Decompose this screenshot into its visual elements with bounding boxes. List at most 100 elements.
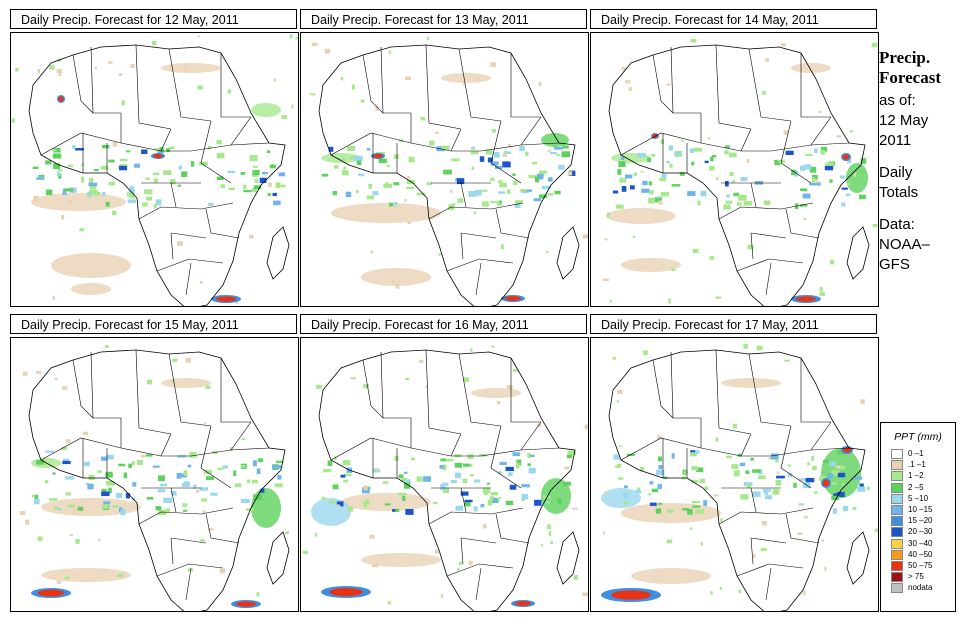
precip-cell	[502, 161, 509, 168]
precip-cell	[206, 476, 214, 481]
country-border	[205, 513, 240, 544]
legend-item: 20 –30	[881, 527, 955, 538]
precip-cell	[473, 211, 477, 215]
precip-cell	[791, 169, 796, 176]
precip-cell	[423, 476, 431, 482]
precip-cell	[38, 174, 45, 177]
precip-cell	[153, 203, 157, 209]
precip-cell	[146, 196, 153, 201]
precip-cell	[49, 65, 55, 70]
country-border	[490, 120, 502, 164]
precip-cell	[336, 501, 344, 507]
precip-cell	[617, 389, 623, 395]
precip-area	[541, 133, 569, 147]
country-border	[750, 232, 787, 239]
precip-cell	[285, 531, 289, 535]
precip-cell	[616, 400, 620, 403]
precip-cell	[170, 179, 176, 185]
precip-cell	[840, 175, 845, 179]
precip-cell	[847, 159, 852, 164]
legend-swatch	[891, 460, 903, 471]
precip-cell	[332, 484, 339, 490]
precip-cell	[220, 184, 225, 188]
precip-cell	[140, 454, 146, 458]
storm-core	[329, 588, 363, 596]
precip-cell	[841, 202, 846, 207]
precip-cell	[802, 590, 806, 596]
precip-cell	[528, 175, 537, 178]
country-border	[90, 46, 121, 114]
country-border	[780, 162, 812, 184]
precip-cell	[506, 385, 513, 390]
precip-cell	[830, 259, 835, 265]
country-border	[170, 182, 177, 208]
precip-cell	[387, 600, 391, 604]
precip-cell	[403, 471, 408, 474]
precip-cell	[363, 384, 369, 389]
precip-cell	[363, 485, 368, 491]
precip-cell	[689, 527, 693, 530]
precip-cell	[439, 465, 444, 469]
precip-cell	[567, 171, 573, 176]
precip-cell	[112, 142, 118, 147]
precip-cell	[61, 446, 68, 450]
precip-cell	[548, 531, 552, 536]
precip-cell	[130, 64, 135, 68]
precip-cell	[207, 145, 212, 150]
precip-cell	[719, 586, 722, 590]
country-border	[220, 53, 251, 118]
precip-cell	[142, 202, 148, 207]
precip-cell	[725, 200, 733, 204]
precip-cell	[813, 491, 818, 494]
country-border	[458, 353, 502, 427]
precip-cell	[489, 497, 493, 502]
storm-core	[842, 154, 850, 160]
precip-cell	[125, 493, 130, 499]
precip-cell	[811, 175, 818, 180]
precip-cell	[470, 151, 479, 155]
precip-cell	[817, 182, 821, 186]
country-border	[460, 487, 467, 513]
precip-cell	[178, 165, 183, 170]
country-border	[230, 116, 252, 146]
country-border	[460, 182, 467, 208]
precip-cell	[679, 171, 685, 176]
country-border	[652, 54, 674, 114]
precip-cell	[548, 177, 553, 182]
precip-cell	[658, 465, 663, 470]
precip-cell	[455, 472, 461, 479]
precip-cell	[426, 182, 433, 185]
precip-cell	[64, 576, 69, 580]
precip-cell	[64, 188, 74, 192]
precip-cell	[807, 462, 810, 466]
precip-cell	[185, 357, 191, 363]
precip-cell	[803, 164, 812, 170]
data-line-2: NOAA–	[879, 236, 930, 253]
precip-cell	[351, 84, 355, 90]
precip-cell	[617, 463, 622, 468]
madagascar-outline	[556, 226, 580, 280]
precip-cell	[668, 145, 673, 151]
precip-cell	[75, 539, 80, 544]
precip-cell	[145, 177, 150, 180]
legend-item: 5 –10	[881, 493, 955, 505]
precip-cell	[48, 498, 58, 501]
precip-cell	[838, 465, 846, 470]
precip-cell	[37, 536, 43, 541]
precip-cell	[527, 453, 531, 458]
precip-cell	[392, 280, 395, 284]
precip-cell	[471, 166, 475, 170]
country-border	[460, 537, 464, 565]
precip-cell	[203, 469, 212, 474]
legend-item: 2 –5	[881, 482, 955, 494]
precip-cell	[746, 484, 751, 488]
precip-cell	[566, 454, 572, 459]
country-border	[362, 359, 384, 419]
madagascar-outline	[846, 531, 870, 585]
precip-cell	[358, 173, 365, 177]
precip-cell	[61, 215, 65, 220]
precip-cell	[440, 458, 446, 462]
precip-cell	[558, 164, 565, 170]
precip-cell	[311, 42, 318, 47]
precip-cell	[487, 499, 492, 506]
